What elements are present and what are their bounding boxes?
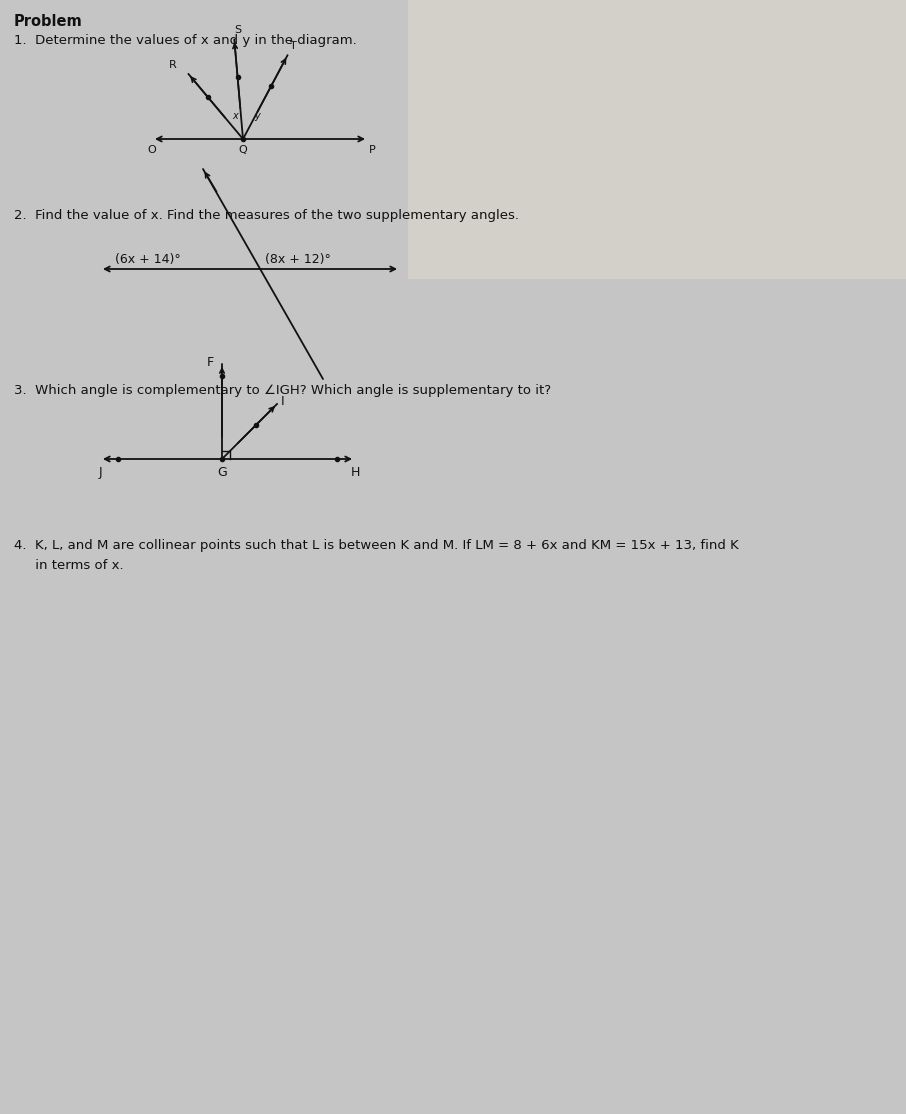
Text: 2.  Find the value of x. Find the measures of the two supplementary angles.: 2. Find the value of x. Find the measure… xyxy=(14,209,519,222)
Text: x: x xyxy=(232,111,238,121)
Text: (6x + 14)°: (6x + 14)° xyxy=(115,253,181,266)
Text: 3.  Which angle is complementary to ∠IGH? Which angle is supplementary to it?: 3. Which angle is complementary to ∠IGH?… xyxy=(14,384,551,397)
Text: S: S xyxy=(235,26,241,36)
Text: H: H xyxy=(351,466,360,479)
Text: 1.  Determine the values of x and y in the diagram.: 1. Determine the values of x and y in th… xyxy=(14,35,357,47)
Text: 4.  K, L, and M are collinear points such that L is between K and M. If LM = 8 +: 4. K, L, and M are collinear points such… xyxy=(14,539,738,553)
Text: I: I xyxy=(281,395,284,409)
Polygon shape xyxy=(408,0,906,278)
Text: y: y xyxy=(254,111,260,121)
Text: O: O xyxy=(148,145,157,155)
Text: G: G xyxy=(217,466,226,479)
Text: Q: Q xyxy=(238,145,247,155)
Text: (8x + 12)°: (8x + 12)° xyxy=(265,253,331,266)
Text: J: J xyxy=(98,466,101,479)
Text: P: P xyxy=(369,145,375,155)
Text: Problem: Problem xyxy=(14,14,82,29)
Text: F: F xyxy=(207,355,214,369)
Text: in terms of x.: in terms of x. xyxy=(14,559,123,571)
Text: R: R xyxy=(169,60,177,70)
Text: T: T xyxy=(290,41,296,51)
